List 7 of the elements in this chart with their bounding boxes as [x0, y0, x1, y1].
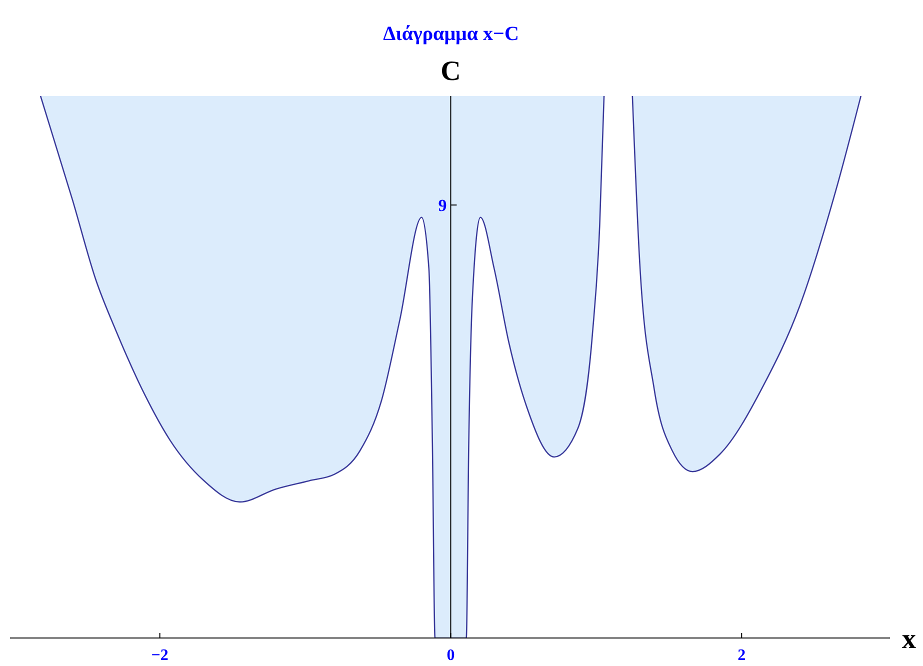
chart-title: Διάγραμμα x−C [383, 23, 519, 45]
x-axis-title: x [902, 624, 916, 655]
annotation: 9 [438, 196, 447, 215]
x-tick-label: −2 [151, 647, 168, 664]
x-tick-label: 2 [738, 647, 746, 664]
x-tick-label: 0 [446, 647, 455, 664]
y-axis-title: C [440, 56, 461, 87]
